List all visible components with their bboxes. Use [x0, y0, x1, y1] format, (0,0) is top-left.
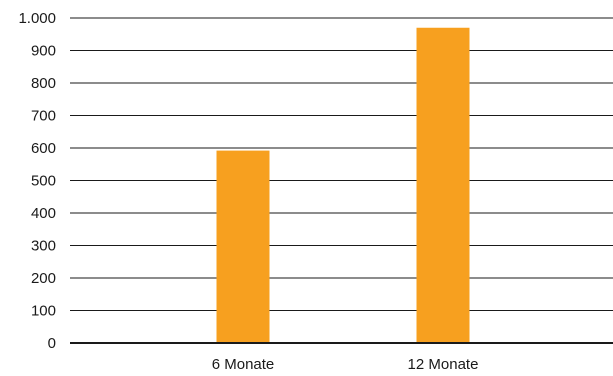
y-tick-label: 1.000	[18, 10, 56, 27]
bar	[416, 27, 470, 343]
y-axis-labels: 0 100 200 300 400 500 600 700 800 900 1.000	[18, 10, 56, 352]
x-axis-labels: 6 Monate 12 Monate	[212, 356, 479, 373]
y-tick-label: 300	[31, 238, 56, 255]
y-tick-label: 100	[31, 303, 56, 320]
y-tick-label: 800	[31, 75, 56, 92]
bar	[216, 150, 270, 343]
y-tick-label: 900	[31, 43, 56, 60]
bars	[216, 27, 470, 343]
gridlines	[70, 17, 613, 311]
y-tick-label: 700	[31, 108, 56, 125]
y-tick-label: 200	[31, 270, 56, 287]
y-tick-label: 400	[31, 205, 56, 222]
x-tick-label: 12 Monate	[408, 356, 479, 373]
y-tick-label: 600	[31, 140, 56, 157]
y-tick-label: 0	[48, 335, 56, 352]
y-tick-label: 500	[31, 173, 56, 190]
x-tick-label: 6 Monate	[212, 356, 275, 373]
